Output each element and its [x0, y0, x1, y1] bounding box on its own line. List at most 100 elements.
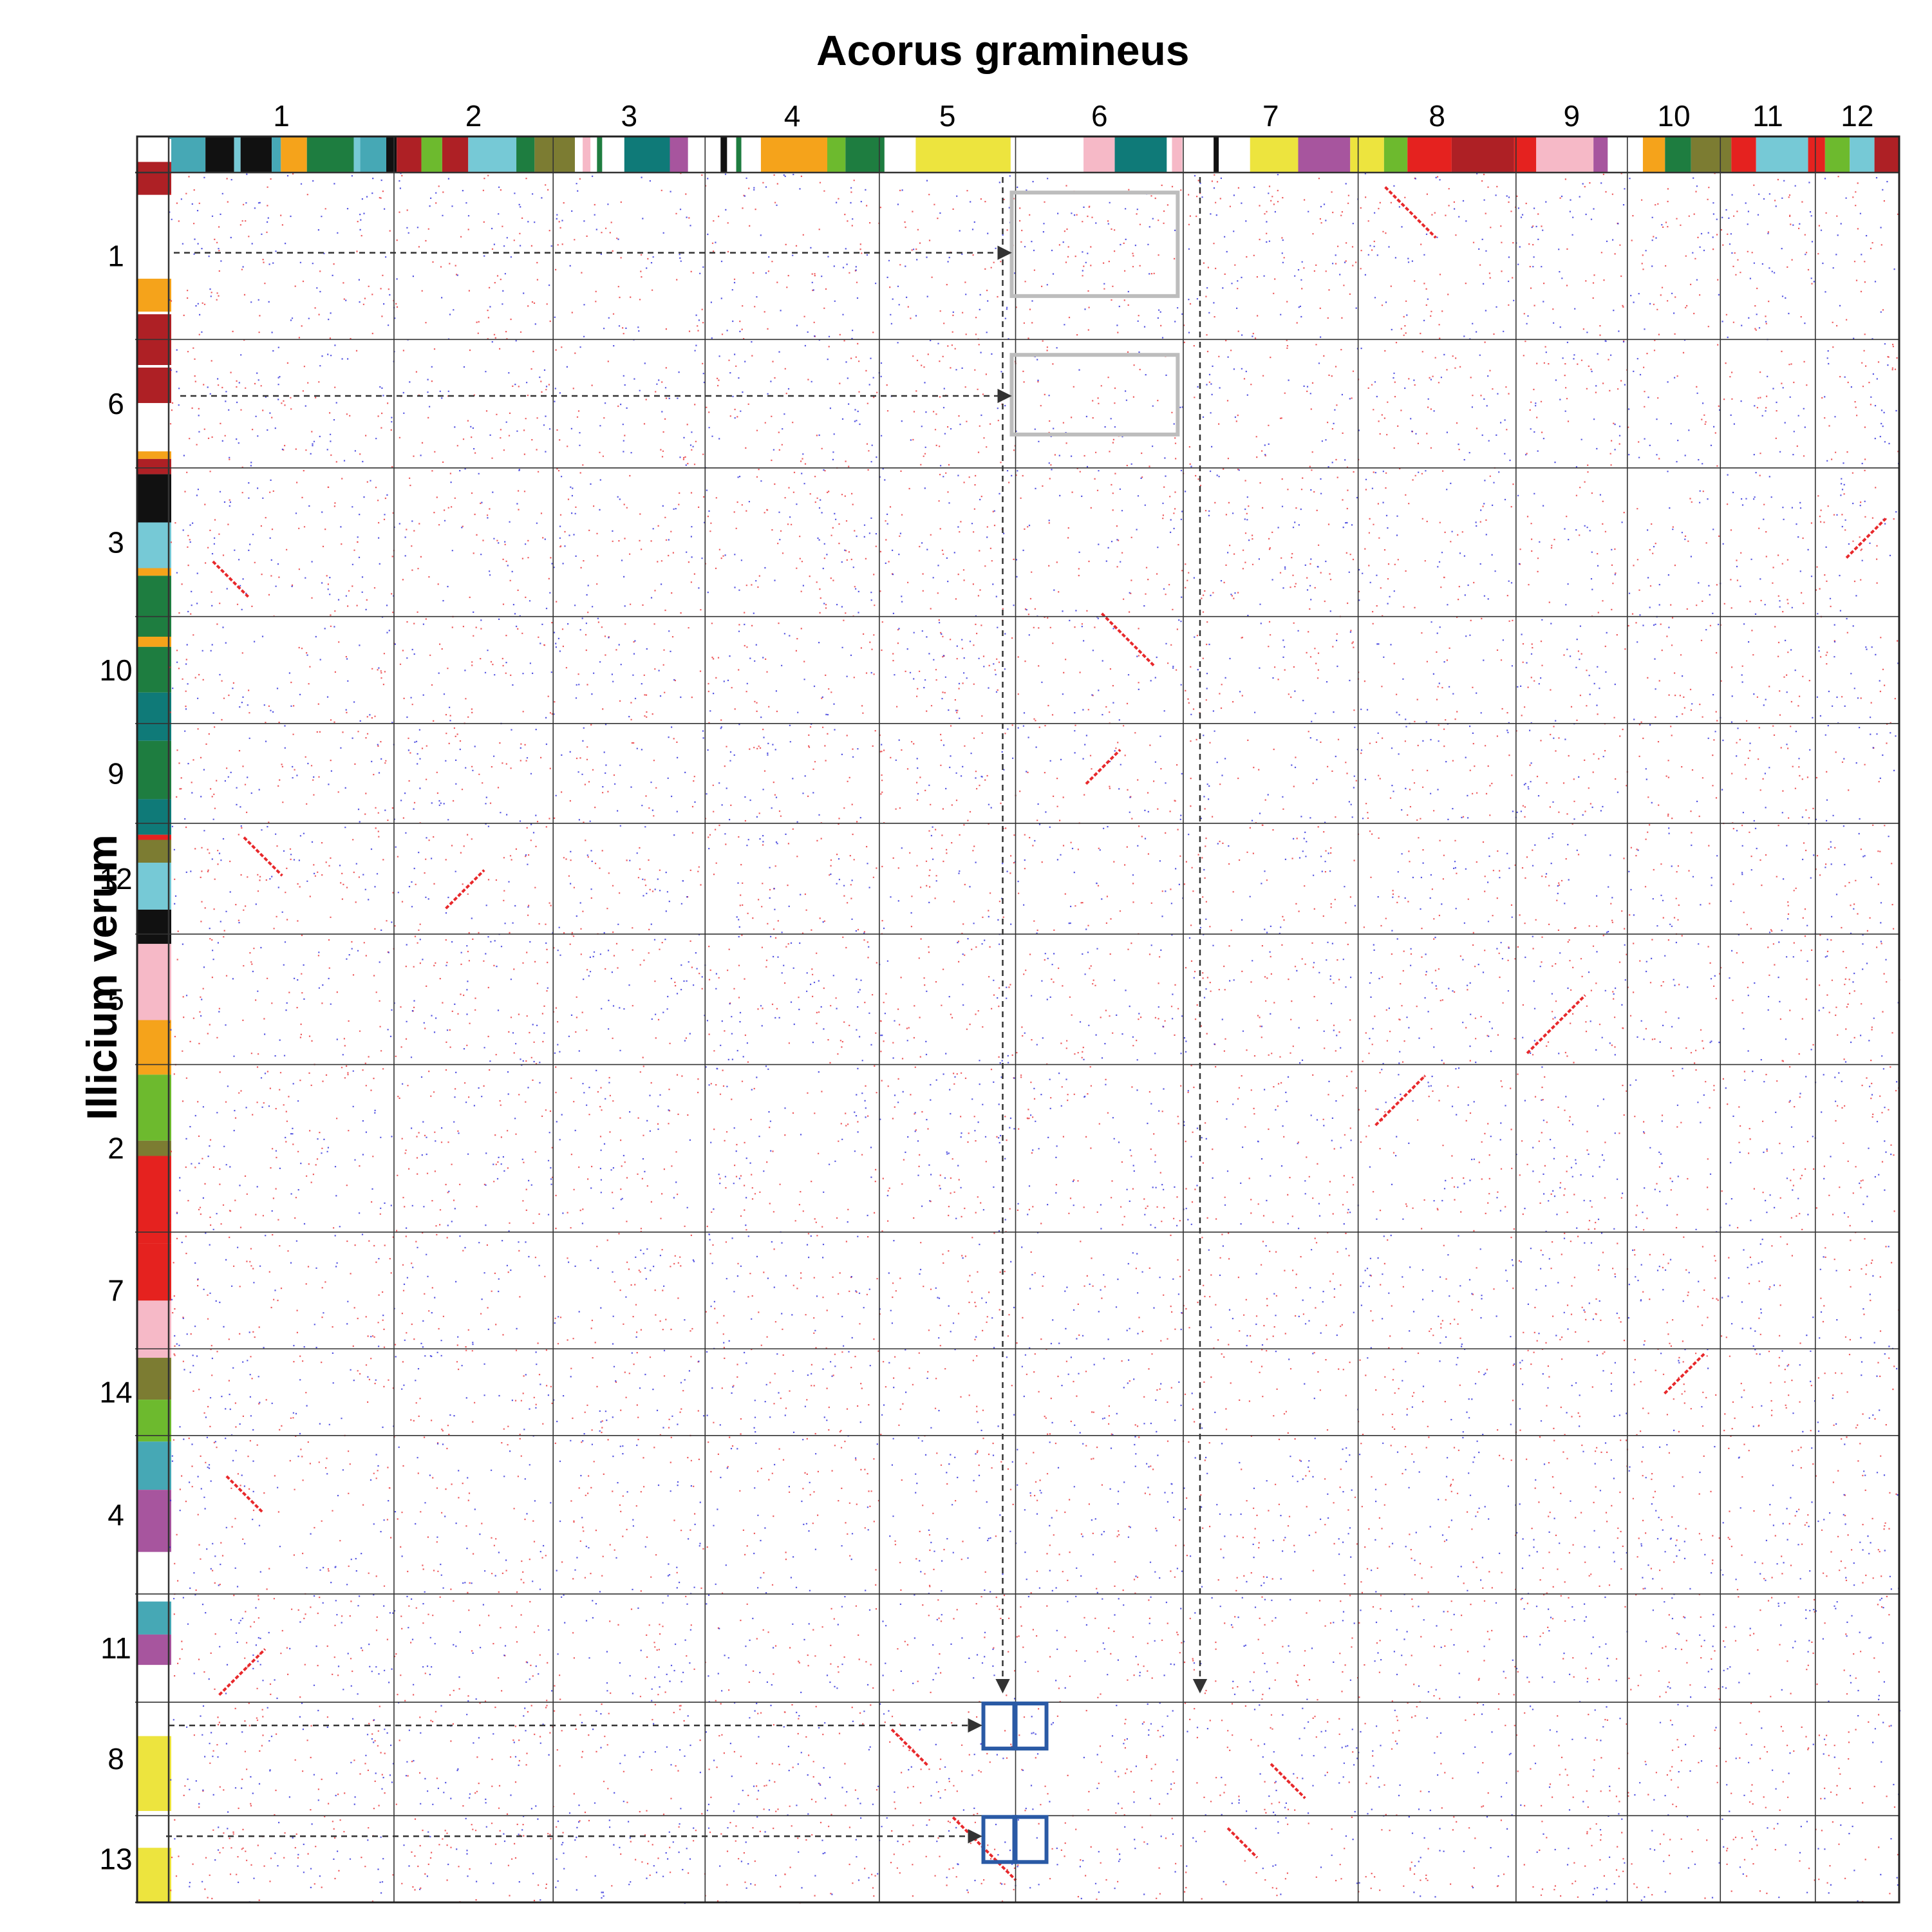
x-colorbar-segment	[1182, 136, 1214, 173]
x-colorbar-segment	[205, 136, 234, 173]
synteny-segment	[1384, 186, 1437, 239]
x-colorbar-segment	[1514, 136, 1537, 173]
x-colorbar-segment	[1083, 136, 1115, 173]
y-colorbar-segment	[137, 403, 171, 452]
synteny-segment	[445, 869, 485, 910]
y-chromosome-label: 6	[108, 387, 124, 420]
synteny-segment	[1270, 1763, 1306, 1799]
y-colorbar-segment	[137, 839, 171, 863]
y-chromosome-label: 11	[100, 1631, 131, 1665]
x-colorbar-segment	[1642, 136, 1665, 173]
x-colorbar-segment	[1691, 136, 1732, 173]
y-colorbar-segment	[137, 1811, 171, 1848]
y-colorbar-segment	[137, 568, 171, 576]
x-colorbar-segment	[574, 136, 583, 173]
x-colorbar-segment	[915, 136, 1011, 173]
blue-highlight-box	[1012, 1702, 1049, 1751]
x-colorbar-segment	[386, 136, 397, 173]
blue-highlight-box	[1012, 1815, 1049, 1864]
x-chromosome-label: 12	[1841, 99, 1873, 133]
x-colorbar-segment	[468, 136, 517, 173]
noise-dots-red	[169, 173, 1900, 1904]
y-colorbar-segment	[137, 1156, 171, 1244]
x-colorbar-segment	[736, 136, 742, 173]
synteny-segment	[1100, 612, 1155, 667]
x-chromosome-label: 11	[1752, 99, 1783, 133]
x-colorbar-segment	[234, 136, 241, 173]
y-colorbar-segment	[137, 1441, 171, 1490]
x-colorbar-segment	[1850, 136, 1875, 173]
x-colorbar-segment	[272, 136, 281, 173]
y-colorbar-segment	[137, 834, 171, 840]
x-chromosome-label: 5	[939, 99, 956, 133]
x-colorbar-segment	[1167, 136, 1172, 173]
x-colorbar-segment	[1250, 136, 1299, 173]
synteny-segment	[890, 1728, 929, 1767]
x-colorbar-segment	[884, 136, 916, 173]
y-chromosome-label: 1	[108, 239, 124, 273]
x-colorbar-segment	[1874, 136, 1899, 173]
y-colorbar-segment	[137, 1074, 171, 1141]
x-colorbar-segment	[741, 136, 761, 173]
x-colorbar-segment	[727, 136, 736, 173]
blue-highlight-box	[981, 1815, 1018, 1864]
y-chromosome-label: 5	[108, 982, 124, 1016]
y-colorbar-segment	[137, 862, 171, 910]
x-colorbar-segment	[670, 136, 688, 173]
x-colorbar-segment	[1172, 136, 1183, 173]
x-colorbar-segment	[1665, 136, 1691, 173]
y-colorbar-segment	[137, 162, 171, 195]
y-colorbar-segment	[137, 1634, 171, 1665]
y-colorbar-segment	[137, 799, 171, 835]
y-chromosome-label: 2	[108, 1132, 124, 1165]
annotation-layer	[166, 177, 1208, 1864]
dot-layer	[169, 173, 1901, 1904]
y-colorbar-segment	[137, 1665, 171, 1736]
x-colorbar-segment	[360, 136, 386, 173]
y-colorbar-segment	[137, 1358, 171, 1400]
synteny-segment	[212, 560, 249, 598]
synteny-segment	[243, 836, 283, 877]
x-colorbar-segment	[1593, 136, 1608, 173]
synteny-segment	[1374, 1074, 1427, 1127]
x-colorbar-segment	[1407, 136, 1452, 173]
y-colorbar-segment	[137, 194, 171, 279]
x-colorbar-segment	[306, 136, 354, 173]
y-colorbar-segment	[137, 636, 171, 647]
y-colorbar-segment	[137, 740, 171, 800]
x-colorbar-segment	[1214, 136, 1219, 173]
x-colorbar-segment	[1608, 136, 1643, 173]
x-colorbar-segment	[1219, 136, 1250, 173]
x-colorbar-segment	[240, 136, 272, 173]
x-colorbar-segment	[442, 136, 469, 173]
synteny-segment	[1085, 749, 1121, 785]
y-colorbar-segment	[137, 139, 171, 162]
ancestral-color-bars	[135, 136, 1899, 1902]
x-colorbar-segment	[1756, 136, 1808, 173]
y-chromosome-label: 4	[108, 1498, 124, 1532]
x-colorbar-segment	[1824, 136, 1850, 173]
x-colorbar-segment	[597, 136, 603, 173]
x-colorbar-segment	[281, 136, 307, 173]
x-colorbar-segment	[602, 136, 624, 173]
y-colorbar-segment	[137, 312, 171, 315]
x-chromosome-label: 1	[273, 99, 290, 133]
x-colorbar-segment	[397, 136, 422, 173]
y-colorbar-segment	[137, 646, 171, 693]
y-colorbar-segment	[137, 278, 171, 312]
noise-dots-blue	[169, 173, 1901, 1904]
blue-highlight-box	[981, 1702, 1018, 1751]
x-chromosome-label: 4	[784, 99, 801, 133]
x-colorbar-segment	[516, 136, 535, 173]
y-colorbar-segment	[137, 1552, 171, 1602]
y-chromosome-label: 7	[108, 1273, 124, 1307]
y-colorbar-segment	[137, 1400, 171, 1442]
x-chromosome-label: 2	[465, 99, 482, 133]
x-colorbar-segment	[845, 136, 885, 173]
y-chromosome-label: 8	[108, 1742, 124, 1776]
x-colorbar-segment	[1536, 136, 1594, 173]
x-colorbar-segment	[421, 136, 442, 173]
y-colorbar-segment	[137, 1490, 171, 1552]
